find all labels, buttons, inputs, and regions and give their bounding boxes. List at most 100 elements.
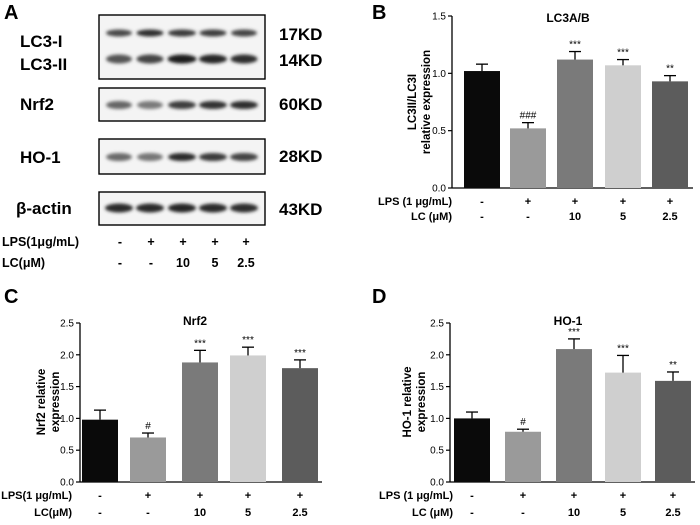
panel-a-letter: A <box>4 2 18 24</box>
condition-value: 5 <box>620 507 626 519</box>
significance-mark: *** <box>617 343 629 354</box>
bar <box>464 71 500 188</box>
chart-title: LC3A/B <box>546 11 590 25</box>
condition-value: + <box>667 196 673 208</box>
bar <box>130 437 166 482</box>
y-axis-label-line: expression <box>416 372 428 433</box>
y-tick-label: 2.5 <box>430 319 444 330</box>
significance-mark: *** <box>242 335 254 346</box>
undefined-2 <box>136 203 164 213</box>
condition-value: + <box>297 490 303 502</box>
undefined-2 <box>137 101 163 109</box>
undefined-1 <box>105 203 133 213</box>
bar <box>655 380 691 482</box>
kd-label-actin: 43KD <box>279 200 322 219</box>
bar <box>82 419 118 482</box>
bar <box>605 65 641 188</box>
panel-a-cond-value: + <box>211 235 218 249</box>
condition-value: 2.5 <box>292 507 307 519</box>
panel-b-letter: B <box>372 2 386 24</box>
panel-a: A LC3-I LC3-II 17KD 14KD Nrf2 60KD HO-1 … <box>2 2 322 270</box>
condition-value: 10 <box>568 507 580 519</box>
y-tick-label: 1.0 <box>430 414 444 425</box>
bar <box>505 431 541 482</box>
significance-mark: # <box>145 421 151 432</box>
undefined-4 <box>199 54 227 64</box>
y-axis-label-line: Nrf2 relative <box>36 369 48 435</box>
condition-value: 5 <box>620 211 626 223</box>
y-tick-label: 0.0 <box>430 478 444 489</box>
y-tick-label: 0.5 <box>432 126 446 137</box>
y-tick-label: 1.5 <box>60 382 74 393</box>
blot-ho1: HO-1 28KD <box>20 138 322 175</box>
condition-label: LC (μM) <box>412 507 453 519</box>
condition-value: - <box>98 507 102 519</box>
condition-label: LPS (1 μg/mL) <box>379 490 453 502</box>
y-axis-label-line: relative expression <box>421 50 433 154</box>
chart-lc3ab: LC3A/B 0.0 0.5 1.0 1.5 LC3II/LC3I relative exp… <box>378 11 693 223</box>
lc3-i-bands <box>106 29 257 37</box>
condition-value: + <box>571 490 577 502</box>
y-axis-label-line: expression <box>50 372 62 433</box>
condition-value: 10 <box>194 507 206 519</box>
condition-value: + <box>520 490 526 502</box>
blot-label-actin: β-actin <box>16 199 72 218</box>
blot-actin: β-actin 43KD <box>16 191 322 226</box>
y-tick-label: 0.5 <box>60 446 74 457</box>
kd-label-nrf2: 60KD <box>279 95 322 114</box>
undefined-5 <box>230 101 258 109</box>
condition-value: + <box>572 196 578 208</box>
chart-nrf2: Nrf2 0.0 0.5 1.0 1.5 2.0 2.5 Nrf2 relative expre… <box>1 314 322 519</box>
blot-label-lc3-ii: LC3-II <box>20 55 67 74</box>
undefined-5 <box>230 153 258 161</box>
panel-a-cond-value: 5 <box>212 256 219 270</box>
panel-d-letter: D <box>372 286 386 308</box>
undefined-5 <box>230 54 258 64</box>
bar <box>282 368 318 482</box>
kd-label-ho1: 28KD <box>279 147 322 166</box>
nrf2-bands <box>106 101 258 109</box>
condition-value: + <box>670 490 676 502</box>
condition-value: - <box>526 211 530 223</box>
blot-lc3-frame <box>98 14 266 80</box>
significance-mark: ### <box>520 111 537 122</box>
y-axis-label: Nrf2 relative expression <box>36 369 62 435</box>
condition-value: - <box>98 490 102 502</box>
blot-label-nrf2: Nrf2 <box>20 95 54 114</box>
panel-a-cond-value: + <box>179 235 186 249</box>
undefined-3 <box>167 54 197 64</box>
y-tick-label: 1.5 <box>430 382 444 393</box>
undefined-1 <box>106 29 132 37</box>
condition-value: + <box>620 490 626 502</box>
condition-value: 2.5 <box>662 211 677 223</box>
undefined-3 <box>168 203 196 213</box>
bar <box>652 81 688 188</box>
blot-lc3: LC3-I LC3-II 17KD 14KD <box>20 14 322 80</box>
undefined-3 <box>168 101 196 109</box>
undefined-4 <box>199 29 227 37</box>
bar <box>605 372 641 482</box>
y-axis-label-line: LC3II/LC3I <box>407 74 419 130</box>
panel-a-cond-value: - <box>118 235 122 249</box>
significance-mark: *** <box>568 327 580 338</box>
y-tick-label: 0.0 <box>60 478 74 489</box>
panel-a-cond-value: 2.5 <box>237 256 254 270</box>
undefined-5 <box>230 203 258 213</box>
condition-value: + <box>145 490 151 502</box>
chart-title: Nrf2 <box>183 314 207 328</box>
undefined-2 <box>136 29 164 37</box>
condition-value: - <box>146 507 150 519</box>
undefined-3 <box>168 29 196 37</box>
bar <box>556 349 592 482</box>
y-tick-label: 1.0 <box>432 69 446 80</box>
bar <box>510 128 546 188</box>
y-tick-label: 2.0 <box>60 350 74 361</box>
y-tick-label: 2.5 <box>60 319 74 330</box>
significance-mark: *** <box>294 348 306 359</box>
y-tick-label: 1.5 <box>432 12 446 23</box>
undefined-1 <box>106 153 132 161</box>
lc3-ii-bands <box>106 54 258 64</box>
condition-value: + <box>245 490 251 502</box>
bar <box>557 59 593 188</box>
